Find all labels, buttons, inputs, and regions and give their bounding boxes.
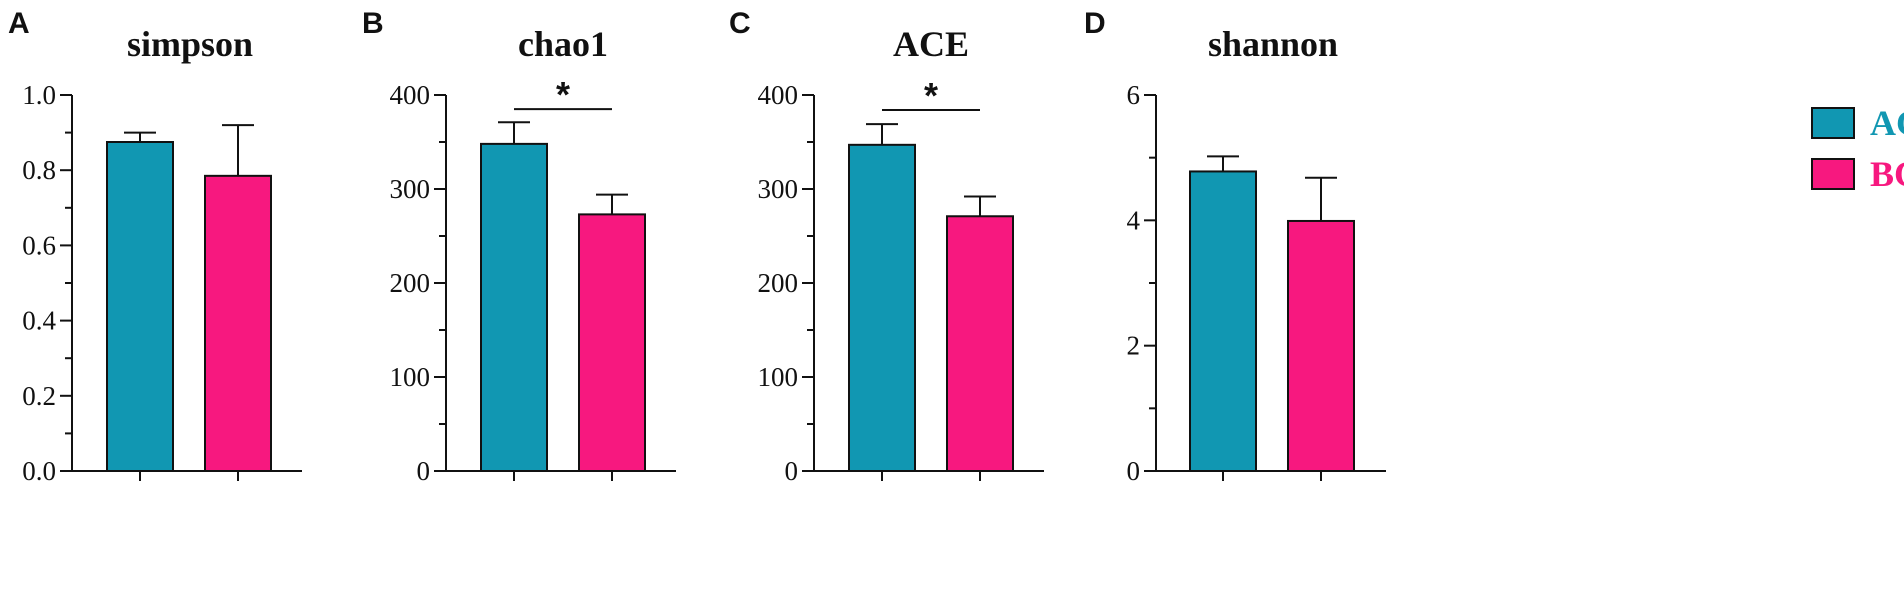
y-tick-label: 200	[758, 268, 799, 298]
y-tick-label: 0.2	[22, 381, 56, 411]
bar-bc	[946, 215, 1014, 472]
chart-title: shannon	[1208, 24, 1338, 64]
y-tick-label: 4	[1127, 205, 1141, 235]
y-tick-label: 100	[758, 362, 799, 392]
bar-bc	[1287, 219, 1355, 472]
legend-swatch-bc	[1811, 158, 1855, 190]
chart-title: ACE	[893, 24, 969, 64]
y-tick-label: 0	[1127, 456, 1141, 486]
panel-letter: A	[8, 7, 30, 40]
y-tick-label: 100	[390, 362, 431, 392]
y-tick-label: 2	[1127, 331, 1141, 361]
y-tick-label: 300	[390, 174, 431, 204]
significance-label: *	[556, 74, 570, 115]
panel-c: C ACE 0 100 200 300 400 *	[729, 7, 1044, 486]
y-tick-label: 1.0	[22, 80, 56, 110]
y-tick-label: 0.8	[22, 155, 56, 185]
y-tick-label: 200	[390, 268, 431, 298]
chart-title: simpson	[127, 24, 253, 64]
y-tick-label: 400	[758, 80, 799, 110]
bar-bc	[204, 174, 272, 472]
panel-letter: D	[1084, 7, 1106, 40]
y-tick-label: 300	[758, 174, 799, 204]
bar-ag	[480, 142, 548, 472]
y-tick-label: 0	[785, 456, 799, 486]
y-tick-label: 400	[390, 80, 431, 110]
chart-title: chao1	[518, 24, 608, 64]
panel-letter: C	[729, 7, 751, 40]
y-tick-label: 0	[417, 456, 431, 486]
bar-bc	[578, 213, 646, 472]
y-tick-label: 0.0	[22, 456, 56, 486]
bar-ag	[106, 141, 174, 472]
y-tick-label: 0.4	[22, 306, 56, 336]
significance-label: *	[924, 75, 938, 116]
legend: AG BC	[1811, 103, 1904, 194]
panel-letter: B	[362, 7, 384, 40]
legend-swatch-ag	[1811, 107, 1855, 139]
y-tick-label: 0.6	[22, 230, 56, 260]
y-tick-label: 6	[1127, 80, 1141, 110]
bar-ag	[848, 143, 916, 472]
legend-label-bc: BC	[1870, 154, 1904, 194]
bar-ag	[1189, 170, 1257, 472]
legend-label-ag: AG	[1870, 103, 1904, 143]
